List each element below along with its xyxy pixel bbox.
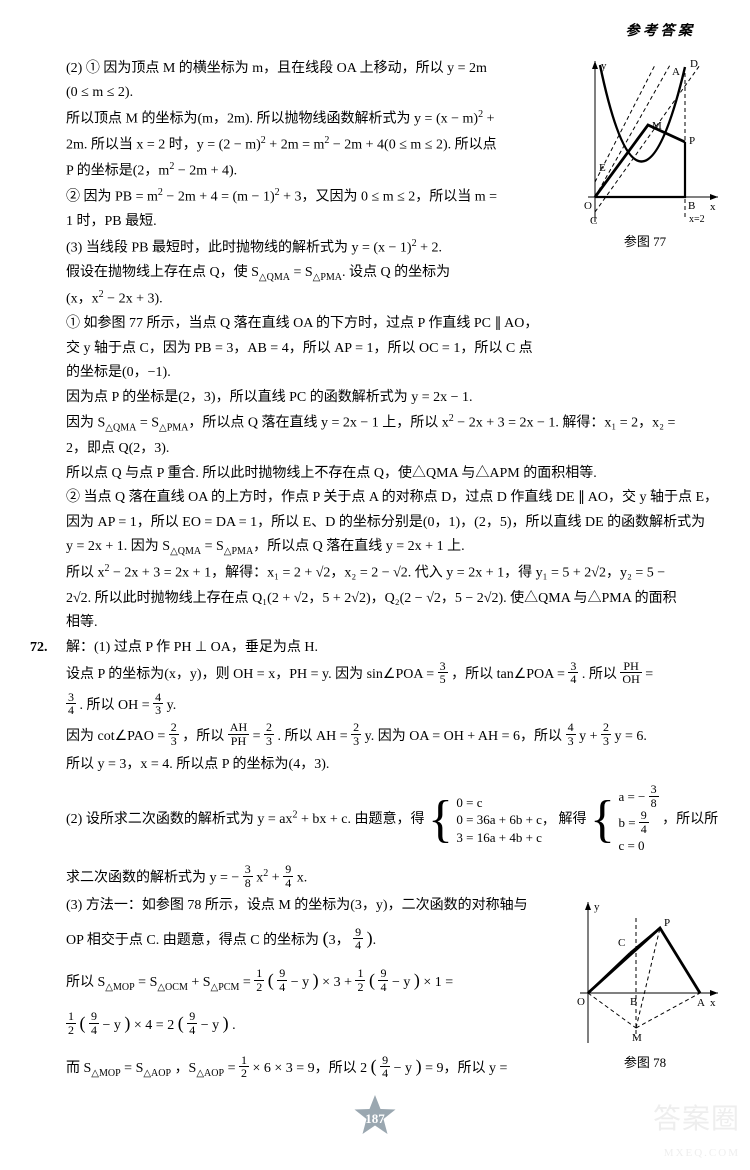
content: y x O C B x=2 P M A D E 参图 77 (2) ① 因为顶点…: [30, 57, 720, 1089]
line-13: 的坐标是(0，−1).: [66, 361, 720, 386]
page-header: 参 考 答 案: [30, 20, 692, 45]
svg-text:x: x: [710, 201, 716, 213]
figure-77-caption: 参图 77: [570, 231, 720, 254]
page: 参 考 答 案 y x O C B x=2 P: [0, 0, 750, 1170]
figure-78: y x O C P B A M 参图 78: [570, 898, 720, 1075]
svg-text:M: M: [632, 1032, 642, 1044]
svg-text:A: A: [697, 997, 705, 1009]
question-72: 72. 解：(1) 过点 P 作 PH ⊥ OA，垂足为点 H. 设点 P 的坐…: [30, 636, 720, 1088]
svg-text:O: O: [577, 996, 585, 1008]
line-30: 求二次函数的解析式为 y = − 38 x2 + 94 x.: [66, 863, 720, 894]
svg-text:B: B: [630, 996, 637, 1008]
line-12: 交 y 轴于点 C，因为 PB = 3，AB = 4，所以 AP = 1，所以 …: [66, 337, 720, 362]
line-19: 因为 AP = 1，所以 EO = DA = 1，所以 E、D 的坐标分别是(0…: [66, 511, 720, 536]
line-11: ① 如参图 77 所示，当点 Q 落在直线 OA 的下方时，过点 P 作直线 P…: [66, 312, 720, 337]
svg-text:A: A: [672, 66, 680, 78]
svg-text:E: E: [599, 162, 606, 174]
svg-text:P: P: [664, 917, 670, 929]
line-25: 设点 P 的坐标为(x，y)，则 OH = x，PH = y. 因为 sin∠P…: [66, 660, 720, 691]
line-24: 解：(1) 过点 P 作 PH ⊥ OA，垂足为点 H.: [66, 636, 720, 661]
line-28: 所以 y = 3，x = 4. 所以点 P 的坐标为(4，3).: [66, 753, 720, 778]
svg-text:y: y: [601, 60, 607, 72]
line-15: 因为 S△QMA = S△PMA，所以点 Q 落在直线 y = 2x − 1 上…: [66, 410, 720, 437]
svg-text:M: M: [652, 120, 662, 132]
line-22: 2√2. 所以此时抛物线上存在点 Q₁(2 + √2，5 + 2√2)，Q₂(2…: [66, 587, 720, 612]
line-10: (x，x2 − 2x + 3).: [66, 286, 720, 312]
line-26: 34 . 所以 OH = 43 y.: [66, 691, 720, 722]
svg-text:C: C: [590, 215, 597, 227]
svg-text:D: D: [690, 58, 698, 70]
figure-77: y x O C B x=2 P M A D E 参图 77: [570, 57, 720, 254]
svg-text:y: y: [594, 901, 600, 913]
line-21: 所以 x2 − 2x + 3 = 2x + 1，解得：x₁ = 2 + √2，x…: [66, 560, 720, 586]
line-14: 因为点 P 的坐标是(2，3)，所以直线 PC 的函数解析式为 y = 2x −…: [66, 386, 720, 411]
svg-text:x: x: [710, 997, 716, 1009]
page-number: 187: [30, 1094, 720, 1148]
question-72-body: 解：(1) 过点 P 作 PH ⊥ OA，垂足为点 H. 设点 P 的坐标为(x…: [66, 636, 720, 1088]
svg-text:C: C: [618, 937, 625, 949]
svg-text:B: B: [688, 200, 695, 212]
line-27: 因为 cot∠PAO = 23 ，所以 AHPH = 23 . 所以 AH = …: [66, 722, 720, 753]
svg-text:P: P: [689, 135, 695, 147]
line-16: 2，即点 Q(2，3).: [66, 437, 720, 462]
figure-78-svg: y x O C P B A M: [570, 898, 720, 1048]
line-29: (2) 设所求二次函数的解析式为 y = ax2 + bx + c. 由题意，得…: [66, 785, 720, 855]
line-9: 假设在抛物线上存在点 Q，使 S△QMA = S△PMA. 设点 Q 的坐标为: [66, 261, 720, 286]
line-17: 所以点 Q 与点 P 重合. 所以此时抛物线上不存在点 Q，使△QMA 与△AP…: [66, 462, 720, 487]
svg-text:O: O: [584, 200, 592, 212]
figure-78-caption: 参图 78: [570, 1052, 720, 1075]
svg-text:x=2: x=2: [689, 214, 705, 225]
line-20: y = 2x + 1. 因为 S△QMA = S△PMA，所以点 Q 落在直线 …: [66, 535, 720, 560]
figure-77-svg: y x O C B x=2 P M A D E: [570, 57, 720, 227]
question-72-number: 72.: [30, 636, 66, 661]
line-18: ② 当点 Q 落在直线 OA 的上方时，作点 P 关于点 A 的对称点 D，过点…: [66, 486, 720, 511]
line-23: 相等.: [66, 611, 720, 636]
